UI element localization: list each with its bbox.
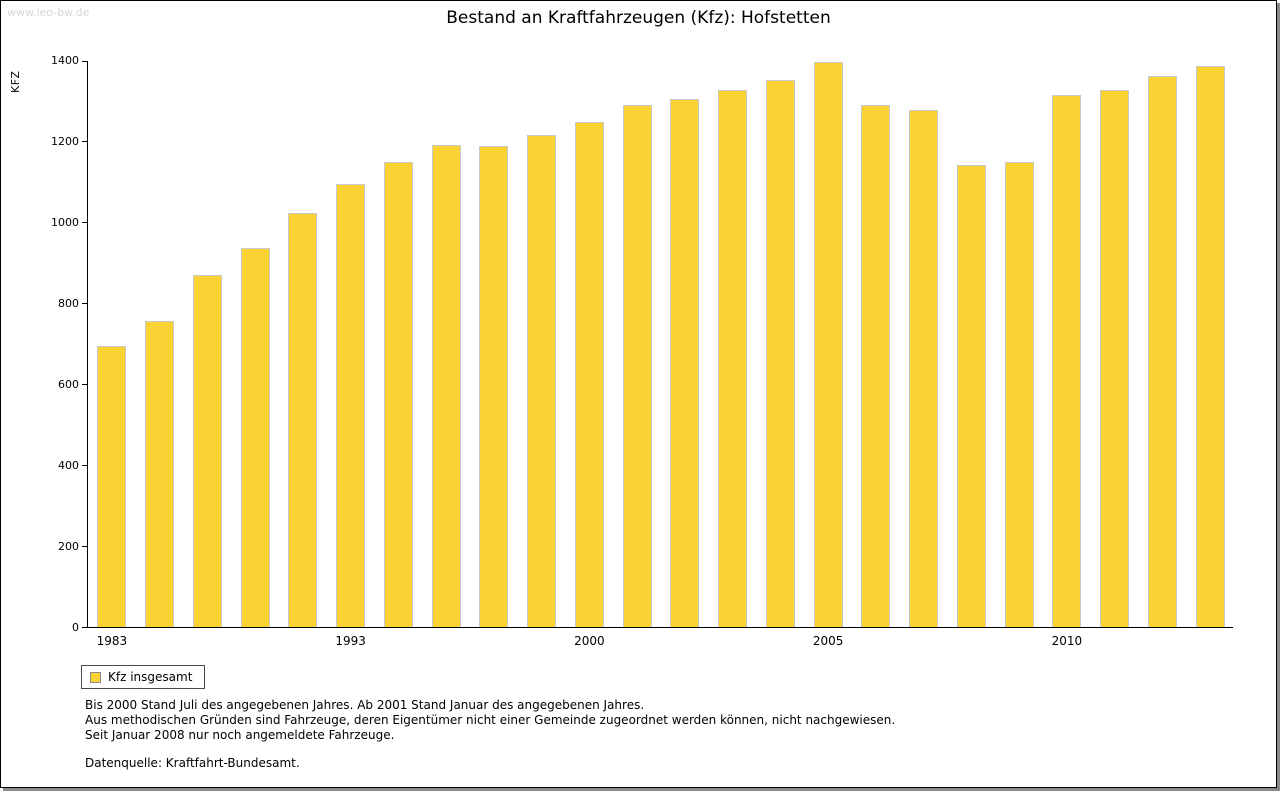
chart-title: Bestand an Kraftfahrzeugen (Kfz): Hofste… bbox=[446, 8, 831, 28]
bar-1998 bbox=[479, 146, 509, 627]
bar-1999 bbox=[527, 134, 557, 627]
bar-2002 bbox=[670, 99, 700, 627]
footnote-line: Bis 2000 Stand Juli des angegebenen Jahr… bbox=[85, 698, 645, 712]
bar-2001 bbox=[622, 105, 652, 627]
bar-1987 bbox=[192, 274, 222, 627]
y-tick-label: 1000 bbox=[51, 216, 79, 229]
data-source-line: Datenquelle: Kraftfahrt-Bundesamt. bbox=[85, 756, 300, 770]
legend: Kfz insgesamt bbox=[81, 665, 206, 689]
legend-label: Kfz insgesamt bbox=[108, 670, 193, 684]
bar-2007 bbox=[909, 110, 939, 627]
bar-2010 bbox=[1052, 95, 1082, 627]
bar-1983 bbox=[97, 345, 127, 627]
bar-1993 bbox=[336, 183, 366, 627]
footnote-line: Seit Januar 2008 nur noch angemeldete Fa… bbox=[85, 728, 395, 742]
bar-2003 bbox=[718, 90, 748, 627]
y-tick-label: 1200 bbox=[51, 135, 79, 148]
y-tick-mark bbox=[82, 303, 88, 304]
bar-2013 bbox=[1195, 66, 1225, 627]
y-tick-label: 1400 bbox=[51, 54, 79, 67]
y-tick-mark bbox=[82, 546, 88, 547]
x-tick-label: 1983 bbox=[96, 634, 128, 648]
bar-2012 bbox=[1147, 75, 1177, 627]
y-axis-title: KFZ bbox=[9, 70, 22, 93]
y-tick-label: 0 bbox=[72, 621, 79, 634]
y-tick-label: 600 bbox=[58, 378, 79, 391]
footnotes: Bis 2000 Stand Juli des angegebenen Jahr… bbox=[85, 698, 895, 771]
y-tick-mark bbox=[82, 627, 88, 628]
y-tick-mark bbox=[82, 222, 88, 223]
bar-2005 bbox=[813, 61, 843, 627]
y-tick-mark bbox=[82, 384, 88, 385]
y-tick-mark bbox=[82, 465, 88, 466]
bar-2000 bbox=[574, 121, 604, 627]
x-tick-label: 2010 bbox=[1051, 634, 1083, 648]
plot-area: 0 200 400 600 800 1000 1200 1400 1983 1993 2000 200… bbox=[51, 54, 1233, 648]
footnote-line: Aus methodischen Gründen sind Fahrzeuge,… bbox=[85, 713, 896, 727]
bar-2006 bbox=[861, 105, 891, 627]
bar-1985 bbox=[145, 321, 175, 627]
bar-2004 bbox=[765, 80, 795, 627]
bar-2011 bbox=[1100, 89, 1130, 627]
bar-1991 bbox=[288, 212, 318, 627]
y-tick-label: 800 bbox=[58, 297, 79, 310]
x-tick-label: 2000 bbox=[574, 634, 605, 648]
bar-2009 bbox=[1004, 161, 1034, 627]
y-tick-mark bbox=[82, 61, 88, 62]
y-tick-label: 200 bbox=[58, 540, 79, 553]
y-tick-label: 400 bbox=[58, 459, 79, 472]
bar-1989 bbox=[240, 247, 270, 627]
bar-2008 bbox=[956, 164, 986, 627]
bar-1997 bbox=[431, 145, 461, 627]
legend-swatch-icon bbox=[90, 671, 101, 683]
y-tick-mark bbox=[82, 141, 88, 142]
watermark: www.leo-bw.de bbox=[7, 6, 90, 19]
bar-1995 bbox=[383, 162, 413, 627]
x-tick-label: 1993 bbox=[335, 634, 366, 648]
x-tick-label: 2005 bbox=[812, 634, 844, 648]
